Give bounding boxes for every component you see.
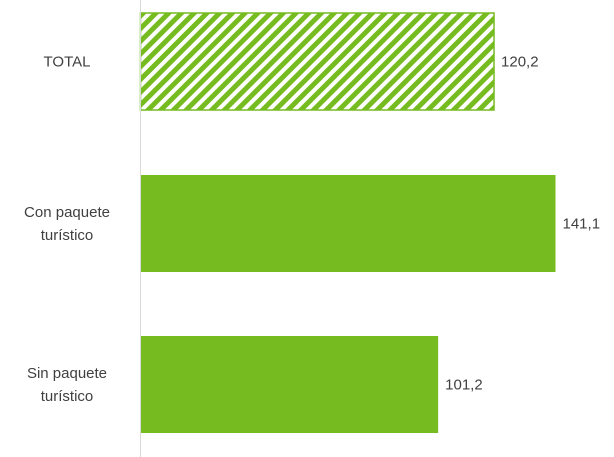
bars-layer [139,12,556,433]
value-label-0: 120,2 [501,54,539,71]
category-label-line: TOTAL [44,54,91,71]
category-label-0: TOTAL [44,54,91,71]
value-label-2: 101,2 [445,377,483,394]
category-label-line: turístico [41,388,94,405]
bar-0 [139,12,495,111]
category-label-1: Con paquete turístico [24,204,110,244]
value-label-1: 141,1 [563,216,601,233]
bar-1 [140,175,556,272]
labels-layer: 120,2 TOTAL 141,1 Con paquete turístico 101,2… [24,54,600,406]
category-label-line: turístico [41,227,94,244]
category-label-line: Con paquete [24,204,110,221]
category-label-line: Sin paquete [27,365,107,382]
category-label-2: Sin paquete turístico [27,365,107,405]
bar-2 [140,336,439,433]
